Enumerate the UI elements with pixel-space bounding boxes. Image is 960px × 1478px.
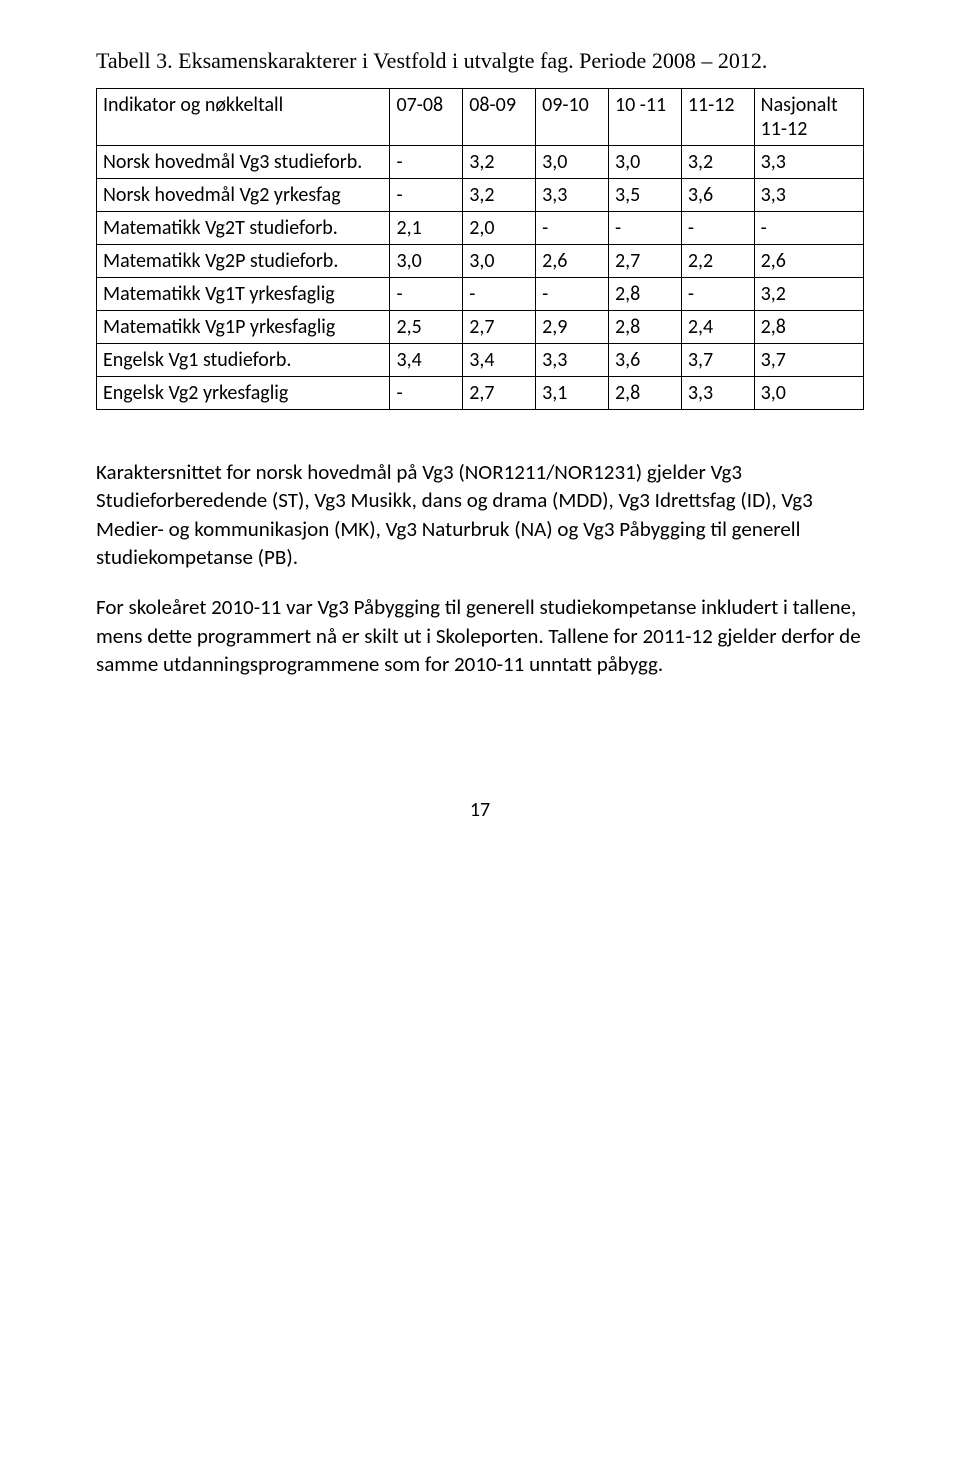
table-header-cell: Nasjonalt 11-12 [754, 89, 863, 146]
table-cell: 2,4 [681, 311, 754, 344]
table-cell: - [463, 278, 536, 311]
paragraph: Karaktersnittet for norsk hovedmål på Vg… [96, 458, 864, 571]
table-cell: 3,2 [681, 146, 754, 179]
table-row: Matematikk Vg2P studieforb. 3,0 3,0 2,6 … [97, 245, 864, 278]
table-cell: - [754, 212, 863, 245]
table-cell: 2,7 [463, 377, 536, 410]
page-number: 17 [96, 798, 864, 822]
table-cell: - [536, 212, 609, 245]
table-header-cell: 10 -11 [608, 89, 681, 146]
table-row: Matematikk Vg1P yrkesfaglig 2,5 2,7 2,9 … [97, 311, 864, 344]
grades-table: Indikator og nøkkeltall 07-08 08-09 09-1… [96, 88, 864, 410]
table-cell: 2,6 [754, 245, 863, 278]
table-cell: Matematikk Vg1T yrkesfaglig [97, 278, 390, 311]
table-cell: 3,0 [536, 146, 609, 179]
table-cell: Matematikk Vg2T studieforb. [97, 212, 390, 245]
table-row: Matematikk Vg1T yrkesfaglig - - - 2,8 - … [97, 278, 864, 311]
table-cell: 3,7 [754, 344, 863, 377]
table-cell: 3,0 [754, 377, 863, 410]
table-cell: - [390, 179, 463, 212]
table-cell: 2,0 [463, 212, 536, 245]
table-cell: Matematikk Vg2P studieforb. [97, 245, 390, 278]
table-cell: 3,5 [608, 179, 681, 212]
table-cell: Matematikk Vg1P yrkesfaglig [97, 311, 390, 344]
table-cell: Norsk hovedmål Vg2 yrkesfag [97, 179, 390, 212]
table-cell: 3,0 [390, 245, 463, 278]
table-row: Norsk hovedmål Vg2 yrkesfag - 3,2 3,3 3,… [97, 179, 864, 212]
table-cell: 3,2 [463, 146, 536, 179]
table-cell: - [536, 278, 609, 311]
table-cell: 3,4 [463, 344, 536, 377]
table-header-cell: 07-08 [390, 89, 463, 146]
table-header-cell: Indikator og nøkkeltall [97, 89, 390, 146]
table-cell: - [681, 278, 754, 311]
table-cell: 2,9 [536, 311, 609, 344]
paragraph: For skoleåret 2010-11 var Vg3 Påbygging … [96, 593, 864, 678]
table-header-cell: 11-12 [681, 89, 754, 146]
table-cell: 3,3 [681, 377, 754, 410]
table-cell: - [390, 377, 463, 410]
table-cell: 3,1 [536, 377, 609, 410]
table-cell: 3,2 [754, 278, 863, 311]
table-cell: 3,4 [390, 344, 463, 377]
table-cell: - [390, 146, 463, 179]
table-cell: Engelsk Vg2 yrkesfaglig [97, 377, 390, 410]
table-cell: 2,5 [390, 311, 463, 344]
table-cell: 3,0 [463, 245, 536, 278]
body-text: Karaktersnittet for norsk hovedmål på Vg… [96, 458, 864, 678]
table-row: Norsk hovedmål Vg3 studieforb. - 3,2 3,0… [97, 146, 864, 179]
table-cell: 3,0 [608, 146, 681, 179]
table-cell: Engelsk Vg1 studieforb. [97, 344, 390, 377]
table-cell: 2,8 [608, 377, 681, 410]
table-cell: Norsk hovedmål Vg3 studieforb. [97, 146, 390, 179]
table-cell: 3,6 [608, 344, 681, 377]
table-cell: 3,3 [536, 179, 609, 212]
table-row: Matematikk Vg2T studieforb. 2,1 2,0 - - … [97, 212, 864, 245]
table-cell: 3,3 [754, 146, 863, 179]
table-header-cell: 08-09 [463, 89, 536, 146]
table-cell: 2,1 [390, 212, 463, 245]
table-cell: 3,3 [754, 179, 863, 212]
table-cell: - [390, 278, 463, 311]
table-header-row: Indikator og nøkkeltall 07-08 08-09 09-1… [97, 89, 864, 146]
table-header-cell: 09-10 [536, 89, 609, 146]
table-cell: - [681, 212, 754, 245]
table-cell: 2,2 [681, 245, 754, 278]
table-cell: 3,3 [536, 344, 609, 377]
table-cell: 2,7 [463, 311, 536, 344]
table-cell: 2,8 [754, 311, 863, 344]
table-cell: 2,6 [536, 245, 609, 278]
table-cell: 3,7 [681, 344, 754, 377]
table-cell: 2,8 [608, 311, 681, 344]
table-cell: 3,6 [681, 179, 754, 212]
table-row: Engelsk Vg1 studieforb. 3,4 3,4 3,3 3,6 … [97, 344, 864, 377]
table-cell: 2,8 [608, 278, 681, 311]
table-cell: 3,2 [463, 179, 536, 212]
table-row: Engelsk Vg2 yrkesfaglig - 2,7 3,1 2,8 3,… [97, 377, 864, 410]
table-cell: 2,7 [608, 245, 681, 278]
table-caption: Tabell 3. Eksamenskarakterer i Vestfold … [96, 48, 864, 74]
table-cell: - [608, 212, 681, 245]
